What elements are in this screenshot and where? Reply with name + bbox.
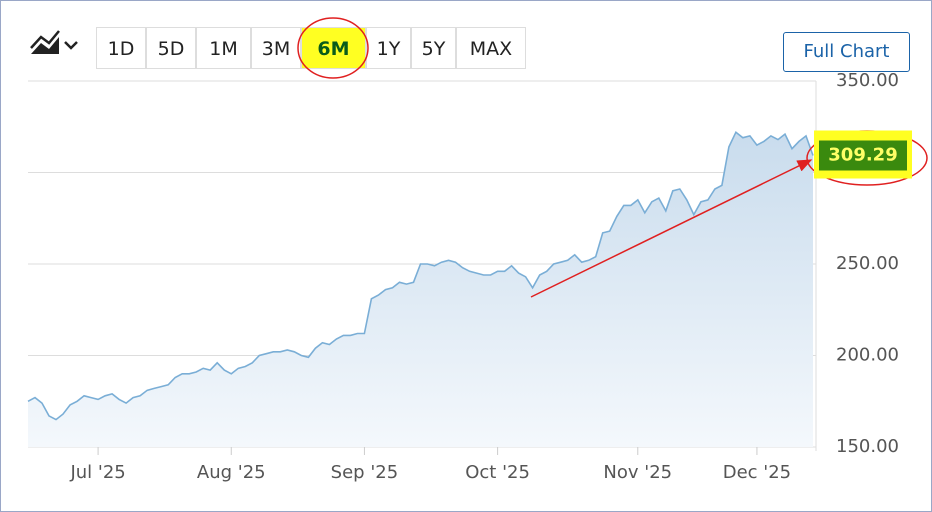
range-button[interactable]: 3M <box>251 27 301 69</box>
y-tick-label: 150.00 <box>836 436 899 457</box>
y-tick-label: 250.00 <box>836 253 899 274</box>
range-button[interactable]: 1D <box>96 27 146 69</box>
x-tick-label: Nov '25 <box>603 462 672 483</box>
chart-type-icon[interactable] <box>30 30 78 54</box>
annotation-arrow <box>530 159 813 298</box>
range-button[interactable]: MAX <box>456 27 526 69</box>
range-button[interactable]: 5D <box>146 27 196 69</box>
x-tick-label: Aug '25 <box>197 462 266 483</box>
x-tick-label: Oct '25 <box>465 462 530 483</box>
x-tick-label: Jul '25 <box>69 462 125 483</box>
x-tick-label: Sep '25 <box>331 462 399 483</box>
y-tick-label: 350.00 <box>836 70 899 91</box>
range-button[interactable]: 6M <box>301 27 366 69</box>
last-value-box <box>819 140 907 171</box>
line <box>27 130 814 421</box>
full-chart-button[interactable]: Full Chart <box>783 32 910 72</box>
y-tick-label: 200.00 <box>836 345 899 366</box>
x-tick-label: Dec '25 <box>723 462 791 483</box>
range-button[interactable]: 5Y <box>411 27 456 69</box>
range-button[interactable]: 1M <box>196 27 251 69</box>
range-button[interactable]: 1Y <box>366 27 411 69</box>
annotation-circle <box>297 17 369 79</box>
area <box>28 132 813 447</box>
last-value-label: 309.29 <box>828 144 897 165</box>
